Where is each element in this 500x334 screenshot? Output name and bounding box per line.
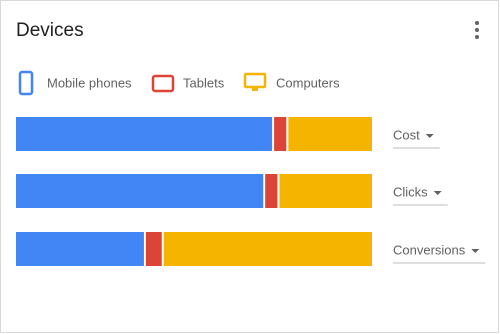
bar-segment [16,117,273,151]
dropdown-label: Cost [393,127,420,142]
bar-segment [265,174,278,208]
metric-dropdown[interactable]: Clicks [393,184,448,206]
dropdown-caret [425,134,434,138]
legend-icon [252,87,258,91]
metric-dropdown[interactable]: Cost [393,127,440,149]
bar-segment [279,174,372,208]
dropdown-caret [471,249,480,253]
bar-segment [274,117,287,151]
menu-dot [475,35,479,39]
more-menu[interactable] [475,21,479,39]
bar-segment [16,174,264,208]
menu-dot [475,28,479,32]
legend-label: Mobile phones [47,75,132,90]
legend-label: Computers [276,75,340,90]
legend-icon [18,70,34,96]
bar-segment [163,232,372,266]
bar-segment [288,117,372,151]
card-title: Devices [16,20,84,41]
dropdown-label: Conversions [393,242,466,257]
dropdown-label: Clicks [393,184,428,199]
bar-segment [16,232,144,266]
dropdown-caret [433,191,442,195]
menu-dot [475,21,479,25]
bar-segment [145,232,162,266]
legend-icon [151,74,175,93]
metric-dropdown[interactable]: Conversions [393,242,486,264]
legend-label: Tablets [183,75,225,90]
